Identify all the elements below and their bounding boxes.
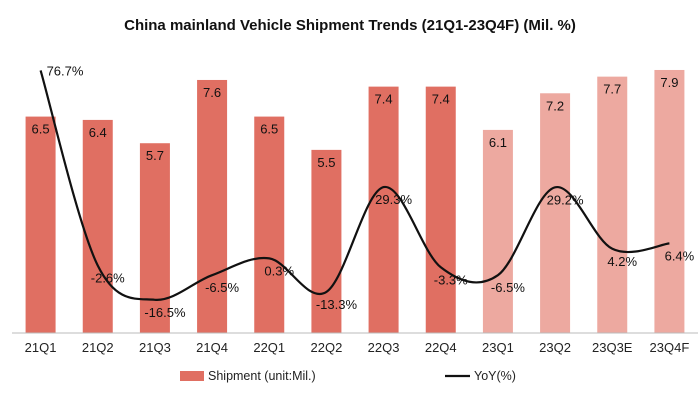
bar-label-22Q2: 5.5 bbox=[317, 155, 335, 170]
bar-label-23Q1: 6.1 bbox=[489, 135, 507, 150]
bar-label-22Q4: 7.4 bbox=[432, 92, 450, 107]
bar-label-22Q1: 6.5 bbox=[260, 122, 278, 137]
x-tick-23Q1: 23Q1 bbox=[482, 340, 514, 355]
yoy-label-21Q1: 76.7% bbox=[47, 63, 84, 78]
x-tick-21Q3: 21Q3 bbox=[139, 340, 171, 355]
legend-label-shipment: Shipment (unit:Mil.) bbox=[208, 369, 316, 383]
legend-swatch-shipment bbox=[180, 371, 204, 381]
bar-label-21Q1: 6.5 bbox=[32, 122, 50, 137]
bar-23Q4F bbox=[654, 69, 685, 333]
x-tick-22Q3: 22Q3 bbox=[368, 340, 400, 355]
yoy-line-series bbox=[39, 70, 670, 301]
x-tick-22Q2: 22Q2 bbox=[311, 340, 343, 355]
bar-series-shipment bbox=[25, 69, 685, 334]
bar-label-21Q4: 7.6 bbox=[203, 85, 221, 100]
yoy-label-22Q4: -3.3% bbox=[434, 272, 468, 287]
bar-22Q2 bbox=[311, 149, 342, 333]
yoy-data-labels: 76.7% -2.6% -16.5% -6.5% 0.3% -13.3% 29.3% -3.3… bbox=[47, 63, 695, 319]
bar-label-21Q3: 5.7 bbox=[146, 148, 164, 163]
yoy-label-21Q2: -2.6% bbox=[91, 271, 125, 286]
bar-label-23Q2: 7.2 bbox=[546, 98, 564, 113]
x-tick-23Q2: 23Q2 bbox=[539, 340, 571, 355]
x-tick-23Q4F: 23Q4F bbox=[650, 340, 690, 355]
bar-21Q3 bbox=[139, 143, 170, 333]
x-tick-22Q1: 22Q1 bbox=[253, 340, 285, 355]
bar-label-21Q2: 6.4 bbox=[89, 125, 107, 140]
x-axis-tick-labels: 21Q1 21Q2 21Q3 21Q4 22Q1 22Q2 22Q3 22Q4 23Q1 23Q2… bbox=[25, 340, 690, 355]
bar-23Q3E bbox=[597, 76, 628, 334]
bar-23Q1 bbox=[482, 129, 513, 333]
x-tick-23Q3E: 23Q3E bbox=[592, 340, 633, 355]
bar-22Q4 bbox=[425, 86, 456, 333]
chart-title: China mainland Vehicle Shipment Trends (… bbox=[124, 17, 576, 34]
bar-22Q3 bbox=[368, 86, 399, 333]
bar-label-23Q4F: 7.9 bbox=[660, 75, 678, 90]
bar-label-23Q3E: 7.7 bbox=[603, 82, 621, 97]
x-tick-21Q2: 21Q2 bbox=[82, 340, 114, 355]
legend-label-yoy: YoY(%) bbox=[474, 369, 516, 383]
yoy-label-22Q1: 0.3% bbox=[264, 263, 294, 278]
bar-label-22Q3: 7.4 bbox=[375, 92, 393, 107]
bar-data-labels: 6.5 6.4 5.7 7.6 6.5 5.5 7.4 7.4 6.1 7.2 7.7 7.9 bbox=[32, 75, 679, 170]
yoy-label-21Q4: -6.5% bbox=[205, 280, 239, 295]
x-tick-21Q4: 21Q4 bbox=[196, 340, 228, 355]
legend: Shipment (unit:Mil.) YoY(%) bbox=[180, 369, 516, 383]
bar-23Q2 bbox=[540, 93, 571, 334]
bar-21Q4 bbox=[197, 79, 228, 333]
bar-21Q2 bbox=[82, 119, 113, 333]
yoy-label-23Q3E: 4.2% bbox=[607, 254, 637, 269]
x-tick-21Q1: 21Q1 bbox=[25, 340, 57, 355]
yoy-label-21Q3: -16.5% bbox=[144, 305, 186, 320]
yoy-label-22Q3: 29.3% bbox=[375, 192, 412, 207]
yoy-label-23Q1: -6.5% bbox=[491, 280, 525, 295]
bar-21Q1 bbox=[25, 116, 56, 334]
bar-22Q1 bbox=[254, 116, 285, 334]
yoy-label-23Q4F: 6.4% bbox=[665, 248, 695, 263]
yoy-label-23Q2: 29.2% bbox=[547, 192, 584, 207]
yoy-label-22Q2: -13.3% bbox=[316, 297, 358, 312]
x-tick-22Q4: 22Q4 bbox=[425, 340, 457, 355]
